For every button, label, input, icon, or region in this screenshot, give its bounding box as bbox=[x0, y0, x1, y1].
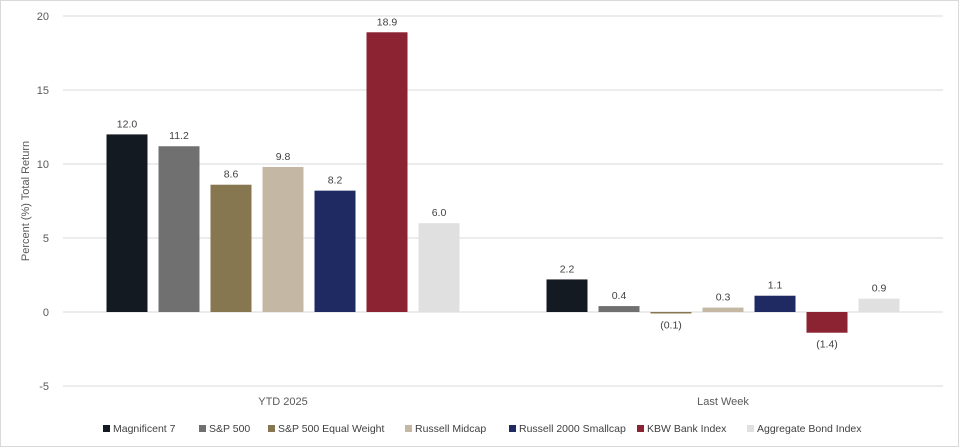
data-label: (0.1) bbox=[660, 319, 682, 331]
y-tick-label: 15 bbox=[37, 85, 49, 97]
bar bbox=[598, 306, 640, 312]
y-tick-label: 0 bbox=[43, 307, 49, 319]
legend-swatch bbox=[199, 425, 206, 432]
data-labels: 12.0 11.2 8.6 9.8 8.2 18.9 6.0 2.2 0.4 (0.1) 0.3 1.… bbox=[117, 16, 887, 350]
data-label: 6.0 bbox=[432, 207, 447, 219]
category-labels: YTD 2025 Last Week bbox=[258, 396, 749, 408]
bar bbox=[314, 190, 356, 312]
legend-label: S&P 500 Equal Weight bbox=[278, 423, 385, 435]
legend-swatch bbox=[747, 425, 754, 432]
data-label: 0.4 bbox=[612, 290, 627, 302]
category-label: Last Week bbox=[697, 396, 749, 408]
y-tick-label: 10 bbox=[37, 159, 49, 171]
data-label: 0.3 bbox=[716, 292, 731, 304]
bar bbox=[210, 184, 252, 312]
bar bbox=[754, 295, 796, 312]
data-label: (1.4) bbox=[816, 339, 838, 351]
legend-swatch bbox=[268, 425, 275, 432]
data-label: 1.1 bbox=[768, 280, 783, 292]
legend-swatch bbox=[509, 425, 516, 432]
bar bbox=[546, 279, 588, 312]
bar bbox=[262, 166, 304, 312]
bar bbox=[650, 312, 692, 314]
legend-label: KBW Bank Index bbox=[647, 423, 727, 435]
data-label: 11.2 bbox=[169, 130, 189, 142]
legend-label: Russell Midcap bbox=[415, 423, 486, 435]
y-axis-ticks: -5 0 5 10 15 20 bbox=[37, 11, 49, 393]
bar bbox=[366, 32, 408, 312]
bar bbox=[158, 146, 200, 312]
data-label: 18.9 bbox=[377, 16, 398, 28]
legend-label: S&P 500 bbox=[209, 423, 250, 435]
y-axis-label: Percent (%) Total Return bbox=[20, 141, 32, 261]
gridlines bbox=[63, 15, 943, 387]
category-label: YTD 2025 bbox=[258, 396, 308, 408]
bar bbox=[106, 134, 148, 312]
data-label: 2.2 bbox=[560, 263, 575, 275]
y-tick-label: -5 bbox=[39, 381, 49, 393]
legend-label: Magnificent 7 bbox=[113, 423, 176, 435]
legend-label: Russell 2000 Smallcap bbox=[519, 423, 626, 435]
legend-swatch bbox=[405, 425, 412, 432]
data-label: 9.8 bbox=[276, 151, 291, 163]
bar bbox=[418, 223, 460, 312]
legend: Magnificent 7 S&P 500 S&P 500 Equal Weight… bbox=[103, 423, 862, 435]
data-label: 0.9 bbox=[872, 283, 887, 295]
data-label: 8.2 bbox=[328, 175, 343, 187]
bar bbox=[806, 312, 848, 333]
y-tick-label: 5 bbox=[43, 233, 49, 245]
bars bbox=[106, 32, 900, 333]
legend-swatch bbox=[637, 425, 644, 432]
data-label: 8.6 bbox=[224, 169, 239, 181]
legend-label: Aggregate Bond Index bbox=[757, 423, 862, 435]
y-tick-label: 20 bbox=[37, 11, 49, 23]
legend-swatch bbox=[103, 425, 110, 432]
data-label: 12.0 bbox=[117, 118, 138, 130]
bar bbox=[858, 298, 900, 312]
bar bbox=[702, 307, 744, 312]
